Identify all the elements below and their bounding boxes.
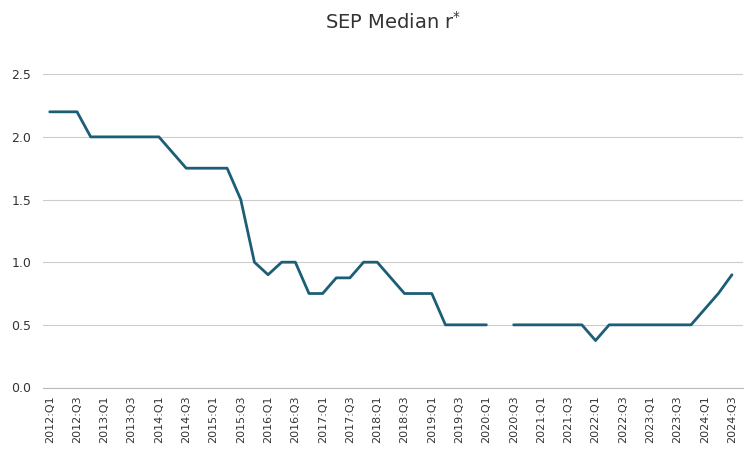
Title: SEP Median r$^{*}$: SEP Median r$^{*}$	[325, 11, 461, 33]
